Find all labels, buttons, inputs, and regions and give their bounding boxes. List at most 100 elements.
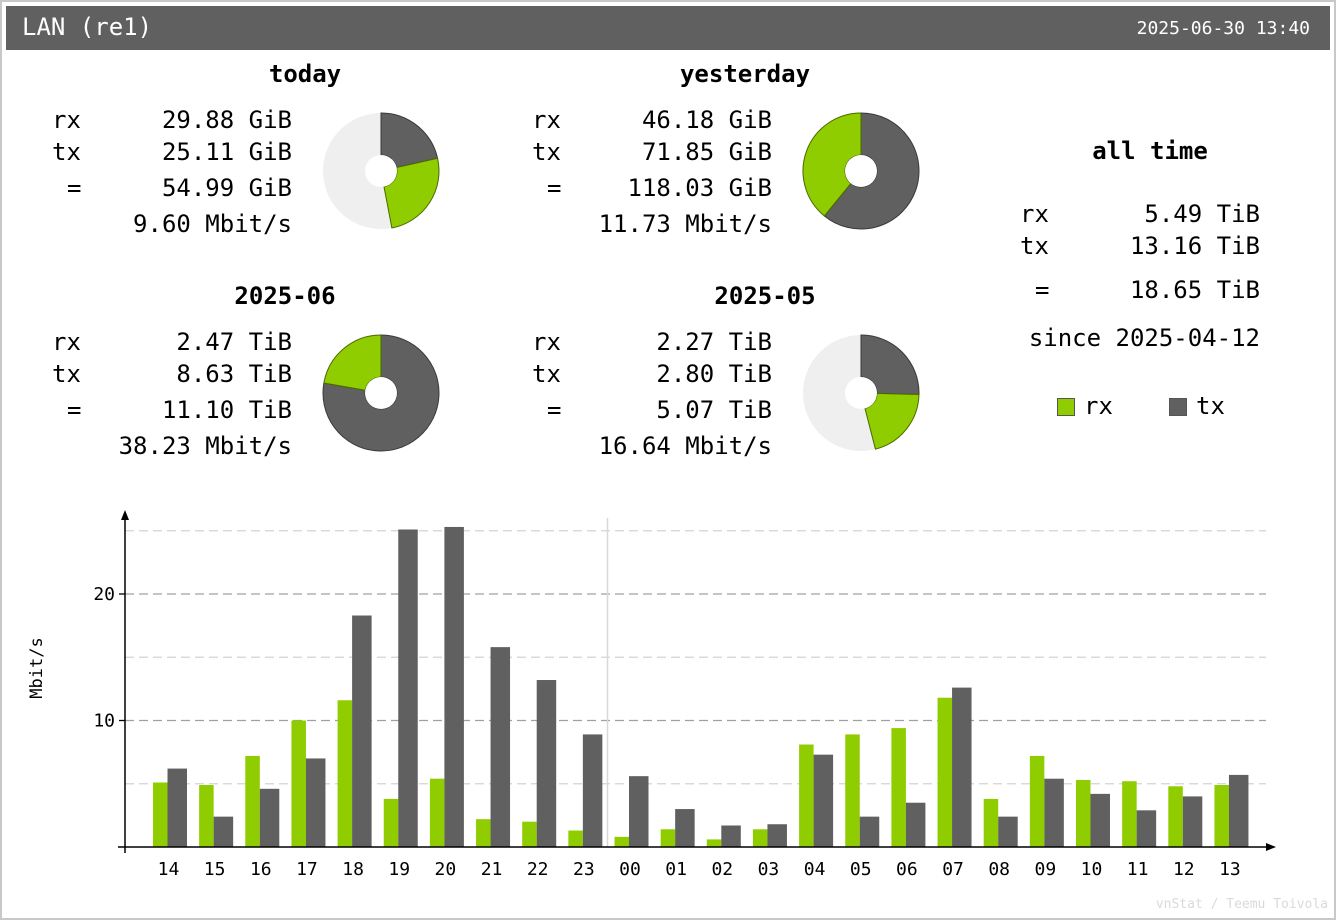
legend-tx-label: tx	[1196, 392, 1225, 420]
x-tick-label: 15	[204, 859, 226, 880]
bar-tx-05	[859, 816, 880, 847]
today-tx-label: tx	[52, 138, 81, 166]
x-tick-label: 08	[988, 859, 1010, 880]
bar-tx-04	[813, 754, 834, 847]
x-tick-label: 21	[481, 859, 503, 880]
chart-bars	[153, 526, 1249, 847]
legend-rx-label: rx	[1084, 392, 1113, 420]
month-current-tx-value: 8.63 TiB	[176, 360, 292, 388]
bar-tx-12	[1182, 796, 1203, 847]
bar-rx-07	[937, 697, 953, 847]
donut-hole	[365, 377, 397, 409]
bar-tx-08	[998, 816, 1018, 847]
y-tick-label: 10	[93, 711, 115, 732]
month-current-title: 2025-06	[234, 282, 336, 310]
month-current-total-label: =	[67, 396, 82, 424]
donut-hole	[845, 155, 877, 187]
interface-title: LAN (re1)	[22, 13, 153, 41]
bar-rx-10	[1076, 779, 1091, 847]
all-time-total-value: 18.65 TiB	[1129, 276, 1260, 304]
yesterday-title: yesterday	[679, 60, 811, 88]
bar-rx-09	[1029, 755, 1045, 847]
month-current-tx-label: tx	[52, 360, 81, 388]
bar-tx-20	[444, 526, 464, 847]
bar-rx-22	[522, 821, 537, 847]
bar-tx-09	[1044, 778, 1064, 847]
month-current-donut-chart	[322, 334, 440, 452]
yesterday-tx-label: tx	[532, 138, 561, 166]
credit-text: vnStat / Teemu Toivola	[1155, 897, 1328, 912]
bar-tx-18	[352, 615, 372, 847]
x-tick-label: 10	[1081, 859, 1103, 880]
x-tick-label: 02	[711, 859, 733, 880]
bar-tx-02	[721, 825, 741, 847]
yesterday-rx-label: rx	[532, 106, 561, 134]
today-donut-chart	[323, 112, 440, 229]
bar-tx-03	[767, 824, 787, 847]
today-total-value: 54.99 GiB	[161, 174, 292, 202]
month-prev-total-value: 5.07 TiB	[656, 396, 772, 424]
bar-rx-20	[429, 778, 445, 847]
x-tick-label: 11	[1127, 859, 1149, 880]
bar-tx-14	[167, 768, 187, 847]
x-tick-label: 19	[388, 859, 410, 880]
x-tick-label: 06	[896, 859, 918, 880]
month-prev-tx-label: tx	[532, 360, 561, 388]
y-axis-arrow	[121, 510, 129, 520]
today-tx-value: 25.11 GiB	[161, 138, 292, 166]
x-tick-label: 18	[342, 859, 364, 880]
today-rx-label: rx	[52, 106, 81, 134]
bar-rx-05	[845, 734, 860, 847]
today-rx-value: 29.88 GiB	[161, 106, 292, 134]
x-tick-label: 07	[942, 859, 964, 880]
bar-rx-03	[752, 829, 768, 847]
x-tick-label: 17	[296, 859, 318, 880]
month-current-total-value: 11.10 TiB	[161, 396, 292, 424]
x-tick-label: 04	[804, 859, 826, 880]
bar-rx-11	[1122, 781, 1137, 847]
y-axis-label: Mbit/s	[27, 637, 47, 698]
bar-rx-21	[476, 819, 491, 847]
yesterday-rate: 11.73 Mbit/s	[598, 210, 772, 238]
all-time-title: all time	[1092, 137, 1208, 165]
chart-labels: 14 15 16 17 18 19 20 21 22 23 00 01 02 03 04 05 06 07 08 09…	[27, 584, 1241, 880]
bar-tx-10	[1090, 793, 1110, 847]
x-tick-label: 01	[665, 859, 687, 880]
bar-tx-19	[398, 529, 418, 847]
x-tick-label: 00	[619, 859, 641, 880]
yesterday-tx-value: 71.85 GiB	[641, 138, 772, 166]
legend-tx-swatch	[1169, 398, 1187, 416]
all-time-rx-value: 5.49 TiB	[1144, 200, 1260, 228]
timestamp: 2025-06-30 13:40	[1136, 18, 1310, 39]
bar-tx-07	[952, 687, 972, 847]
x-tick-label: 23	[573, 859, 595, 880]
x-tick-label: 05	[850, 859, 872, 880]
all-time-tx-value: 13.16 TiB	[1129, 232, 1260, 260]
x-tick-label: 12	[1173, 859, 1195, 880]
bar-rx-12	[1168, 786, 1183, 847]
bar-tx-21	[490, 647, 511, 847]
yesterday-donut-chart	[802, 112, 920, 230]
y-tick-label: 20	[93, 584, 115, 605]
all-time-rx-label: rx	[1020, 200, 1049, 228]
x-axis-arrow	[1266, 843, 1276, 851]
yesterday-total-label: =	[547, 174, 562, 202]
legend-rx-swatch	[1057, 398, 1075, 416]
bar-rx-04	[799, 744, 814, 847]
yesterday-total-value: 118.03 GiB	[627, 174, 773, 202]
donut-hole	[365, 155, 397, 187]
x-tick-label: 20	[435, 859, 457, 880]
all-time-tx-label: tx	[1020, 232, 1049, 260]
today-rate: 9.60 Mbit/s	[133, 210, 292, 238]
bar-tx-17	[305, 758, 326, 847]
hourly-bar-chart: 14 15 16 17 18 19 20 21 22 23 00 01 02 03 04 05 06 07 08 09…	[27, 510, 1276, 880]
month-prev-rx-label: rx	[532, 328, 561, 356]
bar-rx-02	[706, 839, 722, 847]
today-title: today	[268, 60, 342, 88]
month-prev-total-label: =	[547, 396, 562, 424]
month-current-rate: 38.23 Mbit/s	[118, 432, 292, 460]
x-tick-label: 13	[1219, 859, 1241, 880]
bar-rx-17	[291, 720, 306, 847]
bar-tx-11	[1136, 810, 1157, 847]
